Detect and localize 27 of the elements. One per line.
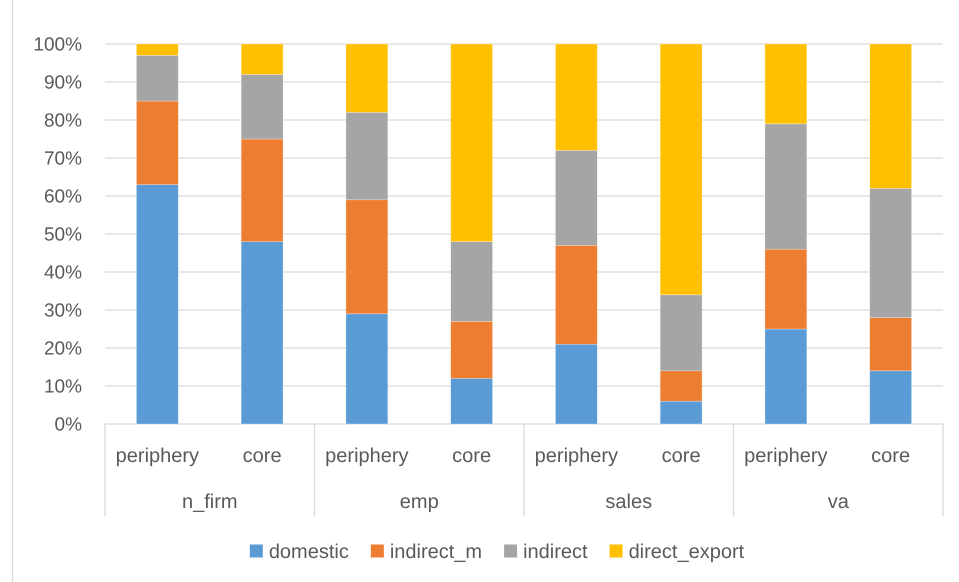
x-tick-label: core	[662, 445, 701, 467]
y-tick-label: 20%	[44, 338, 82, 360]
y-tick-label: 60%	[44, 186, 82, 208]
x-tick-label: core	[452, 445, 492, 467]
y-tick-label: 80%	[44, 110, 82, 132]
y-tick-label: 0%	[54, 414, 82, 436]
y-tick-label: 70%	[44, 148, 82, 170]
text: n_firm	[182, 491, 238, 513]
y-tick-label: 30%	[44, 300, 82, 322]
x-tick-label: core	[871, 445, 910, 467]
x-tick-label: periphery	[744, 445, 828, 467]
x-tick-label: periphery	[534, 445, 618, 467]
y-tick-label: 100%	[33, 34, 82, 56]
y-tick-label: 90%	[44, 72, 82, 94]
legend-label: domestic	[268, 541, 349, 563]
legend-label: direct_export	[628, 541, 745, 563]
x-tick-label: core	[242, 445, 282, 467]
text: emp	[400, 491, 439, 513]
legend-label: indirect	[523, 541, 588, 563]
y-tick-label: 40%	[44, 262, 82, 284]
y-tick-label: 10%	[44, 376, 82, 398]
x-tick-label: periphery	[325, 445, 409, 467]
legend-label: indirect_m	[390, 541, 482, 563]
y-tick-label: 50%	[44, 224, 82, 246]
text: sales	[605, 491, 652, 513]
text: va	[828, 491, 850, 513]
x-tick-label: periphery	[116, 445, 200, 467]
